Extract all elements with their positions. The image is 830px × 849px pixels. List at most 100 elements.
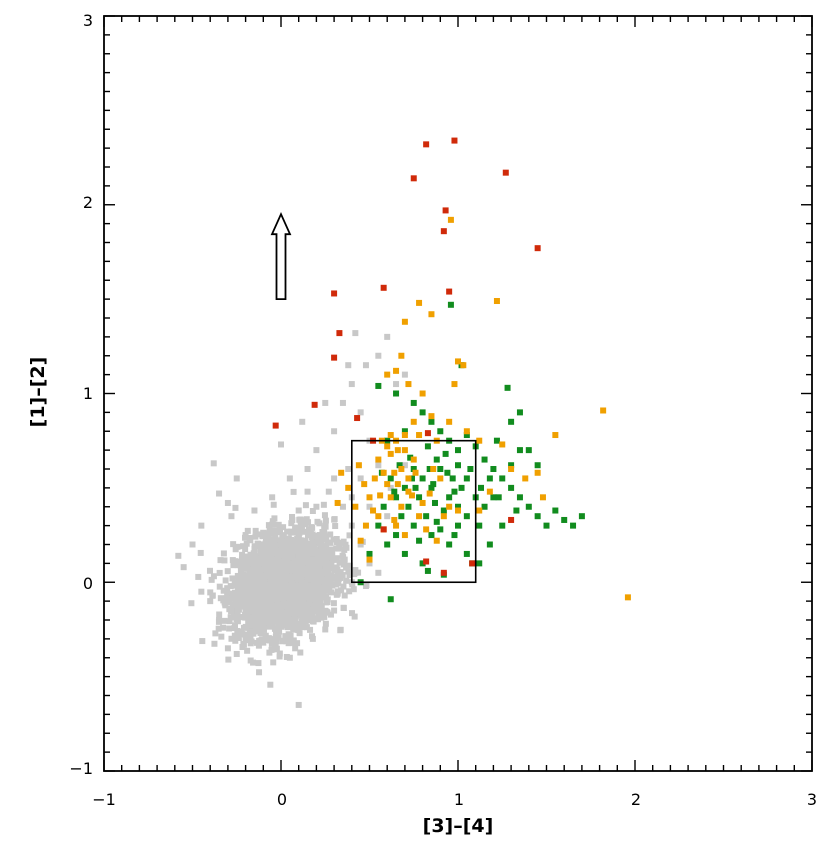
orange-point: [419, 390, 426, 397]
gray-point: [366, 503, 373, 510]
green-point: [424, 443, 431, 450]
gray-point: [288, 552, 295, 559]
gray-point: [281, 600, 288, 607]
gray-point: [333, 555, 340, 562]
gray-point: [338, 587, 345, 594]
gray-point: [295, 701, 302, 708]
reddening-arrow: [270, 211, 292, 301]
gray-point: [298, 580, 305, 587]
gray-point: [260, 529, 267, 536]
gray-point: [242, 614, 249, 621]
red-point: [442, 207, 449, 214]
green-point: [412, 484, 419, 491]
gray-point: [256, 626, 263, 633]
green-point: [525, 447, 532, 454]
gray-point: [323, 536, 330, 543]
green-point: [534, 462, 541, 469]
gray-point: [375, 352, 382, 359]
gray-point: [309, 507, 316, 514]
gray-point: [401, 371, 408, 378]
green-point: [433, 456, 440, 463]
orange-point: [391, 516, 398, 523]
gray-point: [292, 529, 299, 536]
gray-point: [252, 527, 259, 534]
gray-point: [275, 602, 282, 609]
gray-point: [231, 632, 238, 639]
gray-point: [231, 614, 238, 621]
gray-point: [309, 588, 316, 595]
gray-point: [233, 475, 240, 482]
gray-point: [260, 626, 267, 633]
gray-point: [294, 601, 301, 608]
green-point: [578, 513, 585, 520]
green-point: [419, 475, 426, 482]
green-point: [534, 513, 541, 520]
orange-point: [447, 216, 454, 223]
gray-point: [257, 588, 264, 595]
gray-point: [264, 602, 271, 609]
green-point: [442, 450, 449, 457]
gray-point: [265, 522, 272, 529]
gray-point: [316, 562, 323, 569]
gray-point: [285, 616, 292, 623]
gray-point: [267, 543, 274, 550]
orange-point: [394, 481, 401, 488]
gray-point: [271, 646, 278, 653]
gray-point: [332, 581, 339, 588]
orange-point: [387, 432, 394, 439]
red-point: [424, 430, 431, 437]
gray-point: [307, 592, 314, 599]
gray-point: [284, 566, 291, 573]
gray-point: [224, 585, 231, 592]
orange-point: [446, 418, 453, 425]
gray-point: [322, 522, 329, 529]
gray-point: [270, 501, 277, 508]
gray-point: [277, 527, 284, 534]
red-point: [380, 526, 387, 533]
gray-point: [229, 575, 236, 582]
orange-point: [416, 432, 423, 439]
gray-point: [232, 546, 239, 553]
gray-point: [269, 613, 276, 620]
gray-point: [362, 583, 369, 590]
gray-point: [303, 624, 310, 631]
orange-point: [460, 362, 467, 369]
gray-point: [227, 614, 234, 621]
green-point: [366, 550, 373, 557]
gray-point: [287, 528, 294, 535]
green-point: [393, 532, 400, 539]
gray-point: [314, 577, 321, 584]
green-point: [447, 301, 454, 308]
orange-point: [401, 532, 408, 539]
green-point: [463, 550, 470, 557]
gray-point: [242, 635, 249, 642]
gray-point: [221, 617, 228, 624]
gray-point: [244, 610, 251, 617]
gray-point: [331, 516, 338, 523]
gray-point: [299, 538, 306, 545]
gray-point: [292, 592, 299, 599]
gray-point: [244, 647, 251, 654]
gray-point: [225, 597, 232, 604]
gray-point: [212, 630, 219, 637]
orange-point: [387, 494, 394, 501]
gray-point: [288, 578, 295, 585]
gray-point: [248, 628, 255, 635]
gray-point: [299, 624, 306, 631]
gray-point: [302, 607, 309, 614]
gray-point: [331, 428, 338, 435]
red-point: [380, 284, 387, 291]
gray-point: [321, 512, 328, 519]
gray-point: [230, 541, 237, 548]
gray-point: [262, 618, 269, 625]
gray-point: [299, 564, 306, 571]
gray-point: [240, 624, 247, 631]
gray-point: [260, 575, 267, 582]
gray-point: [266, 605, 273, 612]
gray-point: [340, 605, 347, 612]
gray-point: [316, 588, 323, 595]
gray-point: [252, 582, 259, 589]
green-point: [401, 428, 408, 435]
gray-point: [256, 615, 263, 622]
gray-point: [287, 541, 294, 548]
